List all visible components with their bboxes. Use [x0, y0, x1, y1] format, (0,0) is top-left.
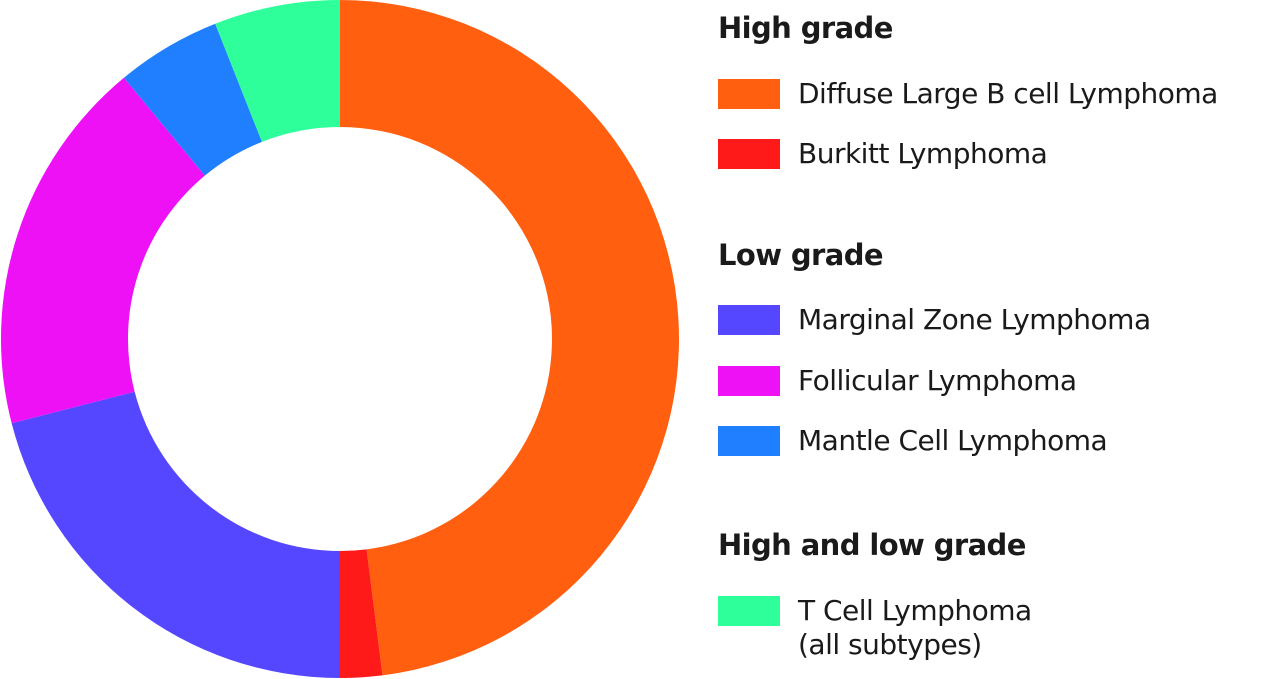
- donut-slice-marginal-zone-lymphoma: [11, 391, 341, 678]
- legend-sublabel: (all subtypes): [798, 628, 982, 661]
- legend-swatch: [718, 426, 780, 456]
- legend-swatch: [718, 79, 780, 109]
- legend-label: Follicular Lymphoma: [798, 364, 1077, 397]
- legend-label: T Cell Lymphoma: [798, 594, 1032, 627]
- donut-chart: [1, 0, 679, 678]
- legend-label: Diffuse Large B cell Lymphoma: [798, 77, 1218, 110]
- donut-slice-t-cell-lymphoma-all-subtypes: [215, 0, 340, 142]
- legend-label: Mantle Cell Lymphoma: [798, 424, 1108, 457]
- legend-heading-high-and-low-grade: High and low grade: [718, 528, 1026, 562]
- donut-slice-diffuse-large-b-cell-lymphoma: [340, 0, 679, 676]
- legend: High grade Diffuse Large B cell Lymphoma…: [718, 0, 1280, 679]
- donut-slice-burkitt-lymphoma: [340, 549, 383, 678]
- donut-slice-follicular-lymphoma: [1, 77, 205, 424]
- legend-swatch: [718, 596, 780, 626]
- donut-slice-mantle-cell-lymphoma: [123, 23, 262, 176]
- legend-heading-high-grade: High grade: [718, 11, 893, 45]
- legend-label: Burkitt Lymphoma: [798, 137, 1048, 170]
- legend-swatch: [718, 305, 780, 335]
- legend-swatch: [718, 139, 780, 169]
- legend-swatch: [718, 366, 780, 396]
- legend-label: Marginal Zone Lymphoma: [798, 303, 1151, 336]
- legend-heading-low-grade: Low grade: [718, 238, 884, 272]
